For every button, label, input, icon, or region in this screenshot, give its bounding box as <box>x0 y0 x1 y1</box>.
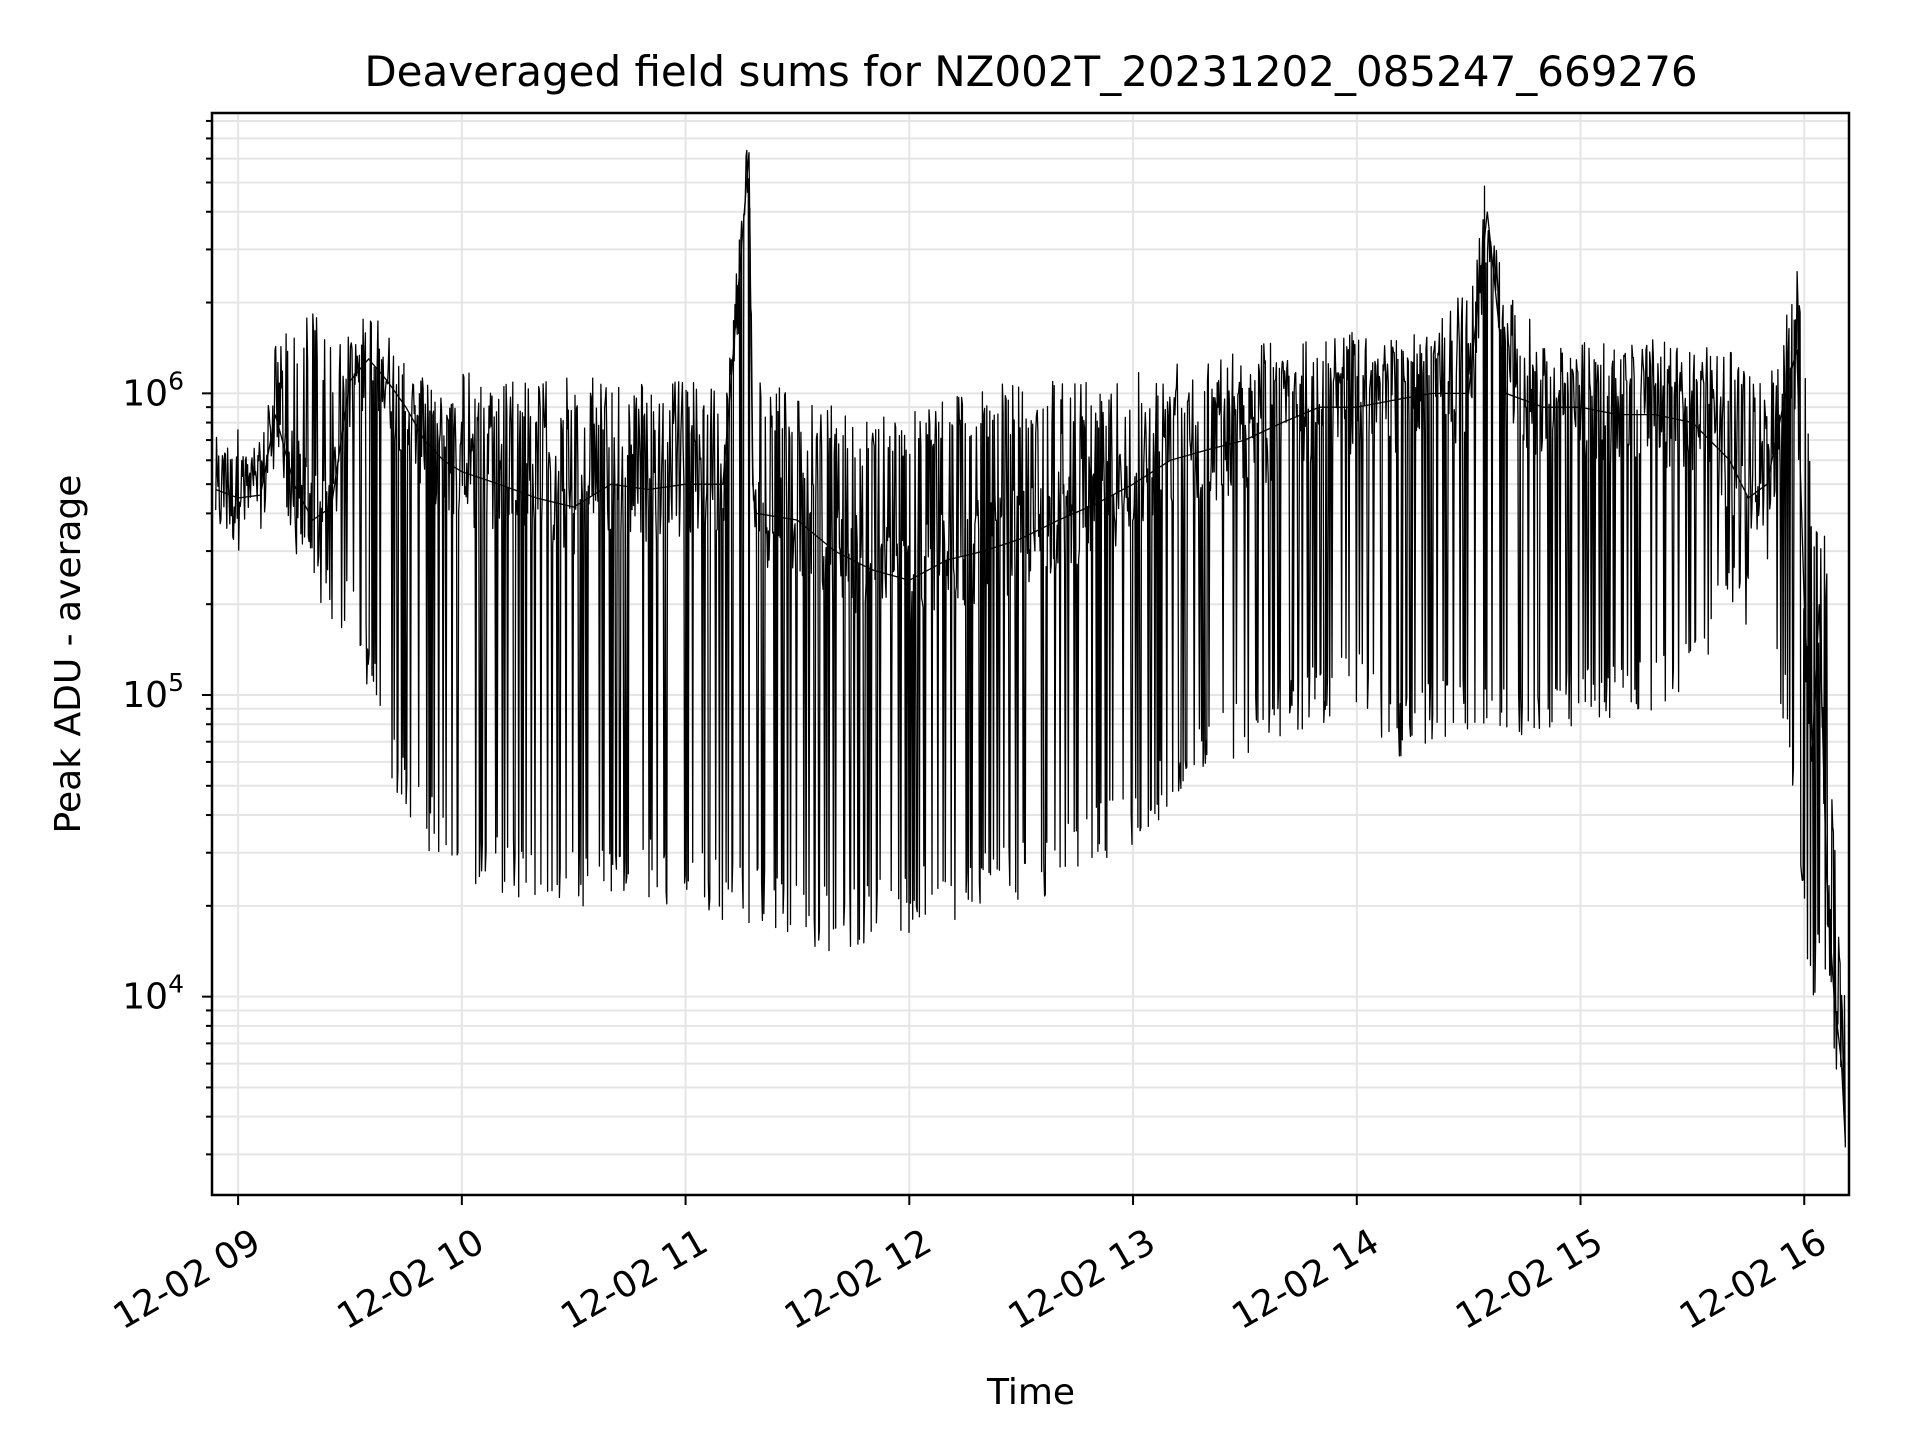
chart-title: Deaveraged field sums for NZ002T_2023120… <box>364 47 1697 96</box>
plot-area-frame <box>210 111 1851 1197</box>
y-tick-label-base: 10 <box>122 373 168 414</box>
series-anchor-line <box>215 152 1846 1142</box>
y-tick-label-exponent: 6 <box>168 366 184 395</box>
y-tick-label: 106 <box>122 366 184 414</box>
series-line <box>215 149 1846 1148</box>
series-layer <box>215 149 1846 1148</box>
y-tick-label-base: 10 <box>122 675 168 716</box>
y-tick-label-base: 10 <box>122 977 168 1018</box>
y-axis-label: Peak ADU - average <box>48 475 89 834</box>
x-axis-label: Time <box>986 1372 1075 1413</box>
y-tick-label: 104 <box>122 970 184 1018</box>
y-tick-label: 105 <box>122 668 184 716</box>
y-tick-label-exponent: 4 <box>168 970 184 999</box>
y-tick-label-exponent: 5 <box>168 668 184 697</box>
